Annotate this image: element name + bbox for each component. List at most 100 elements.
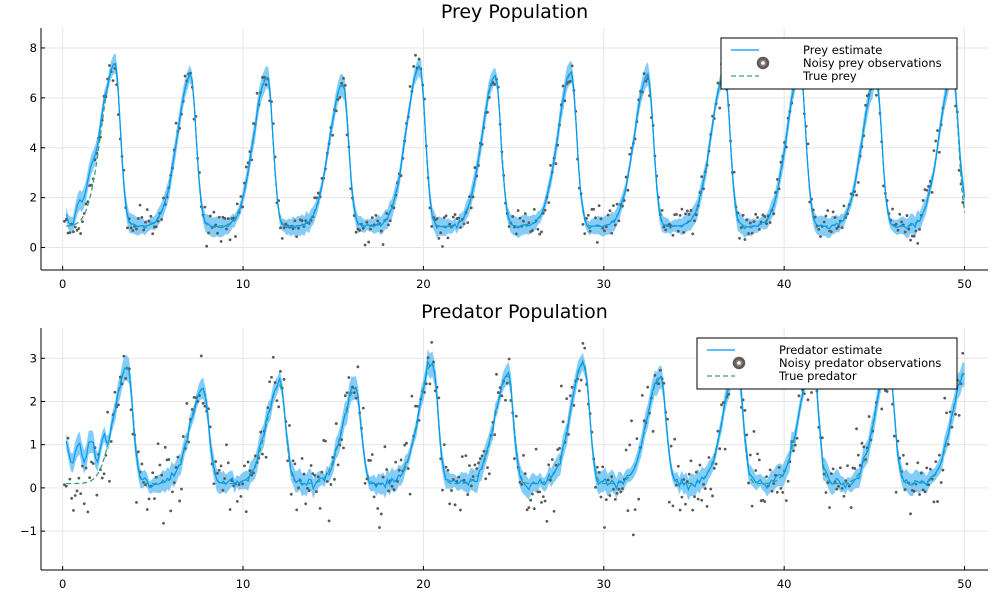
predator-observation-point xyxy=(235,500,239,503)
prey-observation-point xyxy=(898,212,902,216)
predator-observation-point xyxy=(264,455,268,459)
predator-observation-point xyxy=(727,392,731,396)
prey-observation-point xyxy=(597,204,601,208)
predator-observation-point xyxy=(667,500,671,504)
predator-observation-point xyxy=(460,455,464,459)
predator-observation-point xyxy=(921,488,925,492)
predator-observation-point xyxy=(936,500,939,503)
predator-observation-point xyxy=(824,491,828,494)
prey-observation-point xyxy=(754,212,758,216)
predator-observation-point xyxy=(162,521,165,525)
prey-observation-point xyxy=(691,232,695,236)
prey-observation-point xyxy=(174,121,178,125)
prey-observation-point xyxy=(511,215,515,218)
predator-observation-point xyxy=(547,463,551,467)
predator-observation-point xyxy=(266,406,270,410)
prey-observation-point xyxy=(757,228,761,231)
prey-observation-point xyxy=(561,84,565,88)
prey-observation-point xyxy=(829,230,833,234)
predator-observation-point xyxy=(678,508,682,512)
predator-observation-point xyxy=(658,368,662,372)
predator-observation-point xyxy=(565,397,569,400)
prey-observation-point xyxy=(756,216,759,219)
prey-observation-point xyxy=(280,236,284,240)
predator-observation-point xyxy=(75,489,79,493)
prey-observation-point xyxy=(334,109,338,113)
predator-observation-point xyxy=(694,470,698,474)
predator-observation-point xyxy=(932,500,936,504)
predator-x-tick-label: 40 xyxy=(777,577,792,591)
prey-observation-point xyxy=(243,181,246,185)
prey-observation-point xyxy=(228,238,232,242)
prey-observation-point xyxy=(855,193,858,197)
prey-observation-point xyxy=(536,227,540,231)
predator-observation-point xyxy=(838,466,842,470)
prey-panel: Prey Population 0 10 20 30 40 50 0 2 4 6 8 Prey esti… xyxy=(30,1,988,291)
predator-observation-point xyxy=(705,505,709,508)
prey-observation-point xyxy=(385,211,389,215)
prey-observation-point xyxy=(540,230,543,234)
prey-observation-point xyxy=(568,79,572,83)
predator-observation-point xyxy=(748,453,752,457)
prey-observation-point xyxy=(437,236,441,240)
prey-chart-title: Prey Population xyxy=(441,1,588,23)
predator-observation-point xyxy=(160,473,164,477)
prey-observation-point xyxy=(430,224,434,228)
predator-observation-point xyxy=(478,457,482,460)
predator-observation-point xyxy=(948,410,952,414)
predator-observation-point xyxy=(945,411,948,415)
predator-observation-point xyxy=(408,492,412,496)
predator-observation-point xyxy=(901,453,905,457)
predator-observation-point xyxy=(786,479,790,483)
predator-observation-point xyxy=(203,404,207,408)
predator-observation-point xyxy=(327,519,331,523)
predator-observation-point xyxy=(453,503,457,507)
predator-observation-point xyxy=(603,526,606,529)
predator-observation-point xyxy=(469,484,473,488)
prey-observation-point xyxy=(761,213,765,217)
prey-observation-point xyxy=(891,207,894,211)
predator-x-tick-label: 50 xyxy=(957,577,972,591)
predator-observation-point xyxy=(199,354,203,358)
predator-observation-point xyxy=(405,441,408,445)
predator-observation-point xyxy=(856,453,860,457)
predator-observation-point xyxy=(136,450,140,454)
predator-observation-point xyxy=(720,403,723,407)
predator-observation-point xyxy=(462,478,466,482)
prey-observation-point xyxy=(138,203,142,207)
prey-observation-point xyxy=(595,240,599,244)
predator-observation-point xyxy=(714,462,718,466)
predator-observation-point xyxy=(154,475,158,479)
predator-observation-point xyxy=(352,391,356,395)
predator-observation-point xyxy=(927,483,930,487)
prey-observation-point xyxy=(694,213,698,217)
prey-observation-point xyxy=(442,216,446,220)
predator-observation-point xyxy=(718,447,722,451)
prey-observation-point xyxy=(374,213,378,217)
predator-observation-point xyxy=(507,357,511,361)
predator-observation-point xyxy=(642,419,646,423)
prey-observation-point xyxy=(628,152,632,156)
prey-observation-point xyxy=(660,208,664,212)
predator-observation-point xyxy=(261,452,264,456)
prey-observation-point xyxy=(471,195,475,199)
predator-observation-point xyxy=(108,479,111,483)
prey-observation-point xyxy=(147,219,151,223)
predator-observation-point xyxy=(525,508,529,512)
prey-observation-point xyxy=(451,215,455,219)
predator-observation-point xyxy=(754,469,758,472)
predator-observation-point xyxy=(723,447,727,451)
predator-observation-point xyxy=(81,464,84,468)
predator-observation-point xyxy=(325,480,329,483)
prey-observation-point xyxy=(376,219,380,223)
predator-observation-point xyxy=(925,466,929,470)
prey-observation-point xyxy=(234,235,237,238)
prey-observation-point xyxy=(882,184,885,188)
prey-observation-point xyxy=(603,229,606,233)
prey-observation-point xyxy=(291,227,295,231)
predator-observation-point xyxy=(747,481,750,485)
predator-observation-point xyxy=(543,499,547,503)
predator-observation-point xyxy=(950,425,954,429)
prey-observation-point xyxy=(446,236,450,240)
